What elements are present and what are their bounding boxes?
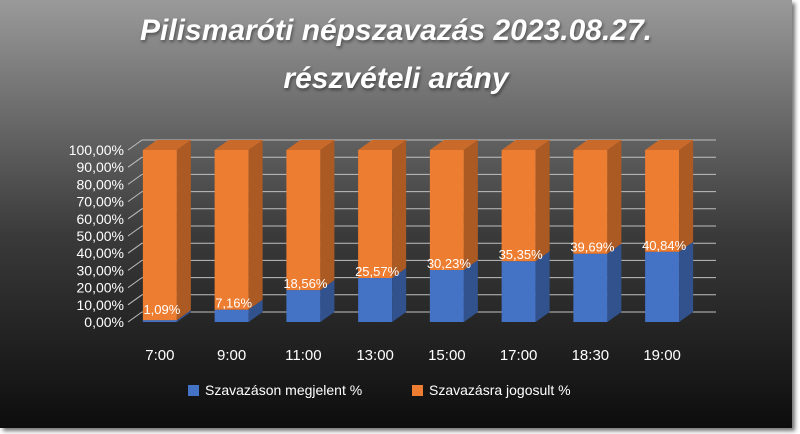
y-tick-label: 60,00%: [77, 211, 124, 227]
bar-segment-megjelent: [645, 251, 680, 322]
bar-segment-megjelent: [214, 309, 249, 322]
data-label: 35,35%: [499, 247, 544, 262]
y-tick-label: 40,00%: [77, 245, 124, 261]
bar-segment-megjelent: [429, 270, 464, 322]
legend-label-jogosult: Szavazásra jogosult %: [429, 382, 571, 398]
gridline-slant: [127, 242, 143, 254]
bar-top-jogosult: [286, 140, 335, 150]
y-tick-label: 50,00%: [77, 228, 124, 244]
y-tick-label: 100,00%: [69, 142, 124, 158]
bar-side-jogosult: [679, 140, 694, 252]
x-tick-label: 7:00: [145, 347, 174, 364]
x-tick-label: 11:00: [285, 347, 321, 364]
gridline-slant: [127, 294, 143, 306]
bar-side-megjelent: [463, 260, 478, 322]
bar-side-megjelent: [248, 299, 263, 322]
bar-side-jogosult: [248, 140, 263, 310]
bar-side-jogosult: [176, 140, 191, 321]
data-label: 25,57%: [355, 264, 400, 279]
bar-side-megjelent: [535, 251, 550, 322]
bar-side-megjelent: [392, 268, 407, 322]
x-tick-label: 15:00: [428, 347, 466, 364]
x-tick-label: 13:00: [356, 347, 394, 364]
x-tick-label: 18:30: [572, 347, 610, 364]
bar-side-megjelent: [320, 280, 335, 322]
bar-segment-jogosult: [214, 150, 249, 310]
y-tick-label: 70,00%: [77, 194, 124, 210]
gridline-slant: [127, 191, 143, 203]
bar-segment-megjelent: [358, 278, 393, 322]
bar-segment-jogosult: [573, 150, 608, 254]
legend-swatch-megjelent: [188, 385, 199, 396]
data-label: 18,56%: [283, 276, 328, 291]
gridline-slant: [127, 277, 143, 289]
bar-side-megjelent: [679, 241, 694, 322]
gridline-slant: [127, 259, 143, 271]
gridline-slant: [127, 156, 143, 168]
gridline-slant: [127, 173, 143, 185]
bar-segment-megjelent: [142, 320, 177, 322]
data-label: 1,09%: [143, 302, 180, 317]
bar-top-jogosult: [501, 140, 550, 150]
bar-segment-jogosult: [286, 150, 321, 291]
legend-label-megjelent: Szavazáson megjelent %: [205, 382, 362, 398]
y-tick-label: 30,00%: [77, 262, 124, 278]
bar-top-jogosult: [142, 140, 191, 150]
bar-segment-jogosult: [358, 150, 393, 279]
bar-top-jogosult: [214, 140, 263, 150]
x-tick-label: 19:00: [643, 347, 681, 364]
chart-title: Pilismaróti népszavazás 2023.08.27.: [140, 14, 652, 47]
bar-segment-megjelent: [286, 290, 321, 322]
y-tick-label: 0,00%: [84, 314, 124, 330]
chart-subtitle: részvételi arány: [283, 62, 509, 95]
bar-segment-megjelent: [501, 261, 536, 322]
bar-side-jogosult: [463, 140, 478, 271]
y-tick-label: 20,00%: [77, 280, 124, 296]
bar-top-jogosult: [645, 140, 694, 150]
data-label: 7,16%: [215, 296, 252, 311]
y-tick-label: 90,00%: [77, 159, 124, 175]
bar-segment-jogosult: [645, 150, 680, 252]
bar-segment-megjelent: [573, 253, 608, 322]
data-label: 39,69%: [570, 240, 615, 255]
data-label: 30,23%: [427, 256, 472, 271]
bar-top-jogosult: [358, 140, 407, 150]
bar-segment-jogosult: [429, 150, 464, 271]
bar-side-megjelent: [607, 243, 622, 322]
bar-side-jogosult: [320, 140, 335, 291]
bar-side-megjelent: [176, 310, 191, 322]
bar-top-jogosult: [573, 140, 622, 150]
gridline-slant: [127, 139, 143, 151]
bar-top-jogosult: [429, 140, 478, 150]
gridline-slant: [127, 225, 143, 237]
x-tick-label: 17:00: [500, 347, 538, 364]
x-tick-label: 9:00: [217, 347, 246, 364]
data-label: 40,84%: [642, 238, 687, 253]
y-tick-label: 10,00%: [77, 297, 124, 313]
bar-segment-jogosult: [142, 150, 177, 321]
bar-side-jogosult: [535, 140, 550, 262]
gridline-slant: [127, 208, 143, 220]
gridline-slant: [127, 311, 143, 323]
legend-swatch-jogosult: [412, 385, 423, 396]
bar-segment-jogosult: [501, 150, 536, 262]
bar-side-jogosult: [392, 140, 407, 279]
bar-side-jogosult: [607, 140, 622, 254]
y-tick-label: 80,00%: [77, 176, 124, 192]
